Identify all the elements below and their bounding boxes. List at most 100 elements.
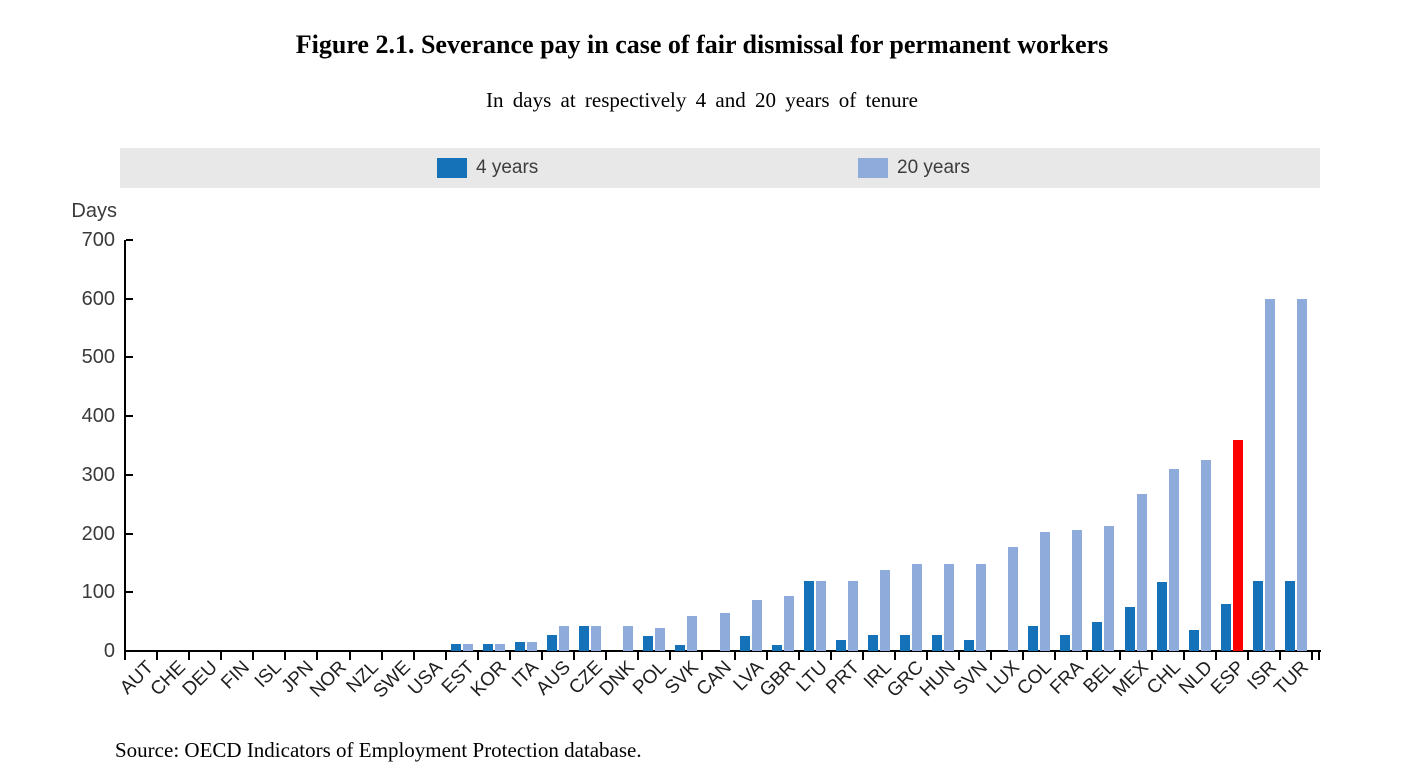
bar-4-years-PRT — [836, 640, 846, 651]
y-tick — [126, 356, 133, 359]
bar-20-years-EST — [463, 644, 473, 651]
x-tick — [701, 652, 704, 660]
y-tick — [126, 591, 133, 594]
bar-20-years-FRA — [1072, 530, 1082, 651]
y-tick-label: 600 — [81, 287, 115, 310]
x-tick — [1278, 652, 1281, 660]
source-note: Source: OECD Indicators of Employment Pr… — [115, 738, 642, 762]
bar-20-years-COL — [1040, 532, 1050, 651]
x-tick — [444, 652, 447, 660]
bar-20-years-AUS — [559, 626, 569, 651]
y-tick-label: 300 — [81, 463, 115, 486]
bar-4-years-IRL — [868, 635, 878, 651]
bar-20-years-CAN — [720, 613, 730, 651]
bar-20-years-ISR — [1265, 299, 1275, 651]
legend-item-20-years: 20 years — [858, 148, 970, 188]
x-tick — [1318, 652, 1320, 660]
bar-4-years-BEL — [1092, 622, 1102, 651]
bar-4-years-EST — [451, 644, 461, 651]
bar-4-years-ISR — [1253, 581, 1263, 651]
y-tick-label: 700 — [81, 229, 115, 251]
bar-4-years-CHL — [1157, 582, 1167, 651]
bar-20-years-PRT — [848, 581, 858, 651]
bar-4-years-POL — [643, 636, 653, 651]
x-tick — [156, 652, 159, 660]
y-tick-label: 0 — [103, 640, 115, 662]
x-tick — [188, 652, 191, 660]
x-tick — [1118, 652, 1121, 660]
x-tick — [829, 652, 832, 660]
bar-4-years-CZE — [579, 626, 589, 651]
x-tick — [380, 652, 383, 660]
x-tick — [1086, 652, 1089, 660]
x-tick — [124, 652, 126, 660]
bar-4-years-LVA — [740, 636, 750, 651]
bar-4-years-LTU — [804, 581, 814, 651]
legend-swatch-4-years-icon — [437, 158, 467, 178]
x-tick — [1054, 652, 1057, 660]
bar-4-years-ITA — [515, 642, 525, 651]
bar-20-years-GBR — [784, 596, 794, 651]
bar-20-years-HUN — [944, 564, 954, 651]
y-tick — [126, 473, 133, 476]
x-tick — [958, 652, 961, 660]
bar-4-years-COL — [1028, 626, 1038, 651]
x-tick — [605, 652, 608, 660]
bar-20-years-SVN — [976, 564, 986, 651]
x-axis-line — [124, 650, 1321, 652]
y-tick — [126, 239, 133, 241]
bar-20-years-CZE — [591, 626, 601, 651]
bar-4-years-MEX — [1125, 607, 1135, 651]
bar-20-years-TUR — [1297, 299, 1307, 651]
figure-subtitle: In days at respectively 4 and 20 years o… — [486, 88, 918, 112]
y-axis-line — [124, 240, 126, 652]
x-tick — [284, 652, 287, 660]
bar-4-years-TUR — [1285, 581, 1295, 651]
legend-label-20-years: 20 years — [897, 157, 970, 178]
legend-item-4-years: 4 years — [437, 148, 538, 188]
bar-4-years-GBR — [772, 645, 782, 651]
legend-label-4-years: 4 years — [476, 157, 539, 178]
legend-swatch-20-years-icon — [858, 158, 888, 178]
bar-4-years-SVK — [675, 645, 685, 651]
bar-20-years-LTU — [816, 581, 826, 651]
bar-20-years-LVA — [752, 600, 762, 651]
x-tick — [1150, 652, 1153, 660]
x-tick — [926, 652, 929, 660]
x-tick — [1182, 652, 1185, 660]
y-tick-label: 500 — [81, 346, 115, 369]
y-tick-label: 400 — [81, 405, 115, 428]
x-tick — [1246, 652, 1249, 660]
bar-4-years-FRA — [1060, 635, 1070, 651]
x-tick — [348, 652, 351, 660]
bar-20-years-MEX — [1137, 494, 1147, 651]
x-tick — [412, 652, 415, 660]
y-tick-label: 100 — [81, 581, 115, 604]
bar-4-years-NLD — [1189, 630, 1199, 651]
bar-20-years-KOR — [495, 644, 505, 651]
bar-20-years-ESP — [1233, 440, 1243, 651]
x-tick — [893, 652, 896, 660]
x-tick — [637, 652, 640, 660]
bar-20-years-DNK — [623, 626, 633, 651]
x-tick — [508, 652, 511, 660]
bar-20-years-LUX — [1008, 547, 1018, 651]
x-tick — [1214, 652, 1217, 660]
x-tick — [990, 652, 993, 660]
x-tick — [476, 652, 479, 660]
y-axis-title: Days — [71, 200, 117, 222]
bar-20-years-ITA — [527, 642, 537, 651]
bar-20-years-BEL — [1104, 526, 1114, 651]
x-tick — [1311, 652, 1313, 660]
legend: 4 years 20 years — [120, 148, 1320, 188]
bar-20-years-POL — [655, 628, 665, 651]
bar-20-years-CHL — [1169, 469, 1179, 651]
x-tick — [252, 652, 255, 660]
x-tick — [220, 652, 223, 660]
bar-20-years-GRC — [912, 564, 922, 651]
x-tick — [861, 652, 864, 660]
bar-20-years-IRL — [880, 570, 890, 651]
x-tick — [316, 652, 319, 660]
